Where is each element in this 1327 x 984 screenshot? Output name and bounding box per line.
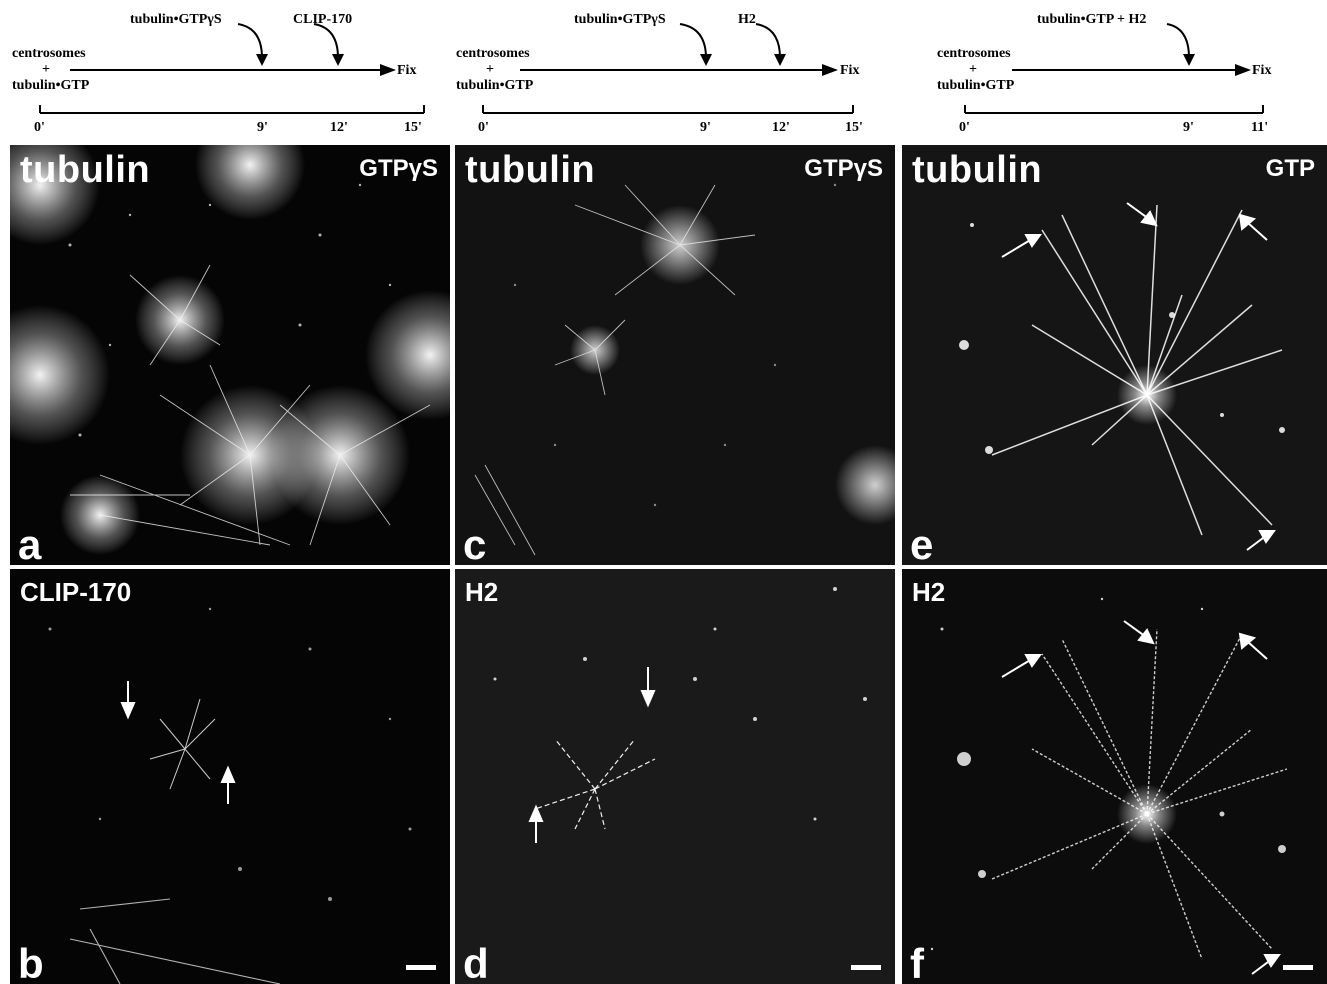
timeline-schema-3: centrosomes + tubulin•GTP tubulin•GTP + … bbox=[897, 0, 1327, 140]
micrograph-panel-f: H2 f bbox=[902, 569, 1327, 984]
column-1: centrosomes + tubulin•GTP tubulin•GTPγS … bbox=[0, 0, 450, 984]
panel-d-title: H2 bbox=[465, 577, 499, 607]
start-label-line1: centrosomes bbox=[12, 46, 86, 61]
tick-label-2: 11' bbox=[1251, 120, 1269, 135]
panel-a-letter: a bbox=[18, 521, 42, 565]
tick-label-3: 15' bbox=[845, 120, 863, 135]
column-2: centrosomes + tubulin•GTP tubulin•GTPγS … bbox=[450, 0, 897, 984]
panel-d-letter: d bbox=[463, 940, 489, 984]
timeline-graphic bbox=[964, 23, 1264, 114]
scale-bar-d bbox=[851, 965, 881, 970]
start-label-plus: + bbox=[969, 62, 977, 77]
scale-bar-f bbox=[1283, 965, 1313, 970]
panel-e-title: tubulin bbox=[912, 149, 1043, 191]
tick-label-1: 9' bbox=[700, 120, 711, 135]
micrograph-panel-b: CLIP-170 b bbox=[10, 569, 450, 984]
tick-label-1: 9' bbox=[257, 120, 268, 135]
micrograph-panel-e: tubulin GTP e bbox=[902, 145, 1327, 565]
micrograph-panel-c: tubulin GTPγS c bbox=[455, 145, 895, 565]
end-label: Fix bbox=[840, 63, 860, 78]
panel-f-letter: f bbox=[910, 940, 924, 984]
panel-b-letter: b bbox=[18, 940, 44, 984]
panel-c-letter: c bbox=[463, 521, 487, 565]
start-label-plus: + bbox=[486, 62, 494, 77]
start-label-line2: tubulin•GTP bbox=[937, 78, 1015, 93]
tick-label-1: 9' bbox=[1183, 120, 1194, 135]
scale-bar-b bbox=[406, 965, 436, 970]
timeline-graphic bbox=[39, 23, 425, 114]
start-label-line1: centrosomes bbox=[937, 46, 1011, 61]
panel-c-corner-label: GTPγS bbox=[804, 155, 883, 182]
panel-f-title: H2 bbox=[912, 577, 946, 607]
aster-image-b bbox=[48, 607, 412, 984]
start-label-line2: tubulin•GTP bbox=[456, 78, 534, 93]
aster-image-f bbox=[930, 597, 1288, 975]
micrograph-panel-a: tubulin GTPγS a bbox=[10, 145, 450, 565]
aster-image-d bbox=[493, 587, 867, 843]
addition1-label: tubulin•GTPγS bbox=[574, 12, 666, 27]
addition1-label: tubulin•GTP + H2 bbox=[1037, 12, 1147, 27]
aster-image-e bbox=[959, 202, 1285, 551]
column-3: centrosomes + tubulin•GTP tubulin•GTP + … bbox=[897, 0, 1327, 984]
start-label-plus: + bbox=[42, 62, 50, 77]
start-label-line1: centrosomes bbox=[456, 46, 530, 61]
timeline-schema-2: centrosomes + tubulin•GTP tubulin•GTPγS … bbox=[450, 0, 897, 140]
panel-c-title: tubulin bbox=[465, 149, 596, 191]
tick-label-0: 0' bbox=[34, 120, 45, 135]
panel-a-title: tubulin bbox=[20, 149, 151, 191]
tick-label-2: 12' bbox=[772, 120, 790, 135]
addition2-label: CLIP-170 bbox=[293, 12, 353, 27]
tick-label-0: 0' bbox=[959, 120, 970, 135]
panel-e-letter: e bbox=[910, 521, 934, 565]
addition2-label: H2 bbox=[738, 12, 756, 27]
start-label-line2: tubulin•GTP bbox=[12, 78, 90, 93]
end-label: Fix bbox=[1252, 63, 1272, 78]
addition1-label: tubulin•GTPγS bbox=[130, 12, 222, 27]
aster-image-c bbox=[474, 183, 895, 556]
panel-e-corner-label: GTP bbox=[1265, 155, 1315, 182]
panel-b-title: CLIP-170 bbox=[20, 577, 132, 607]
end-label: Fix bbox=[397, 63, 417, 78]
timeline-graphic bbox=[482, 23, 854, 114]
tick-label-3: 15' bbox=[404, 120, 422, 135]
tick-label-2: 12' bbox=[330, 120, 348, 135]
timeline-schema-1: centrosomes + tubulin•GTP tubulin•GTPγS … bbox=[0, 0, 450, 140]
micrograph-panel-d: H2 d bbox=[455, 569, 895, 984]
tick-label-0: 0' bbox=[478, 120, 489, 135]
aster-image-a bbox=[10, 145, 450, 555]
panel-a-corner-label: GTPγS bbox=[359, 155, 438, 182]
